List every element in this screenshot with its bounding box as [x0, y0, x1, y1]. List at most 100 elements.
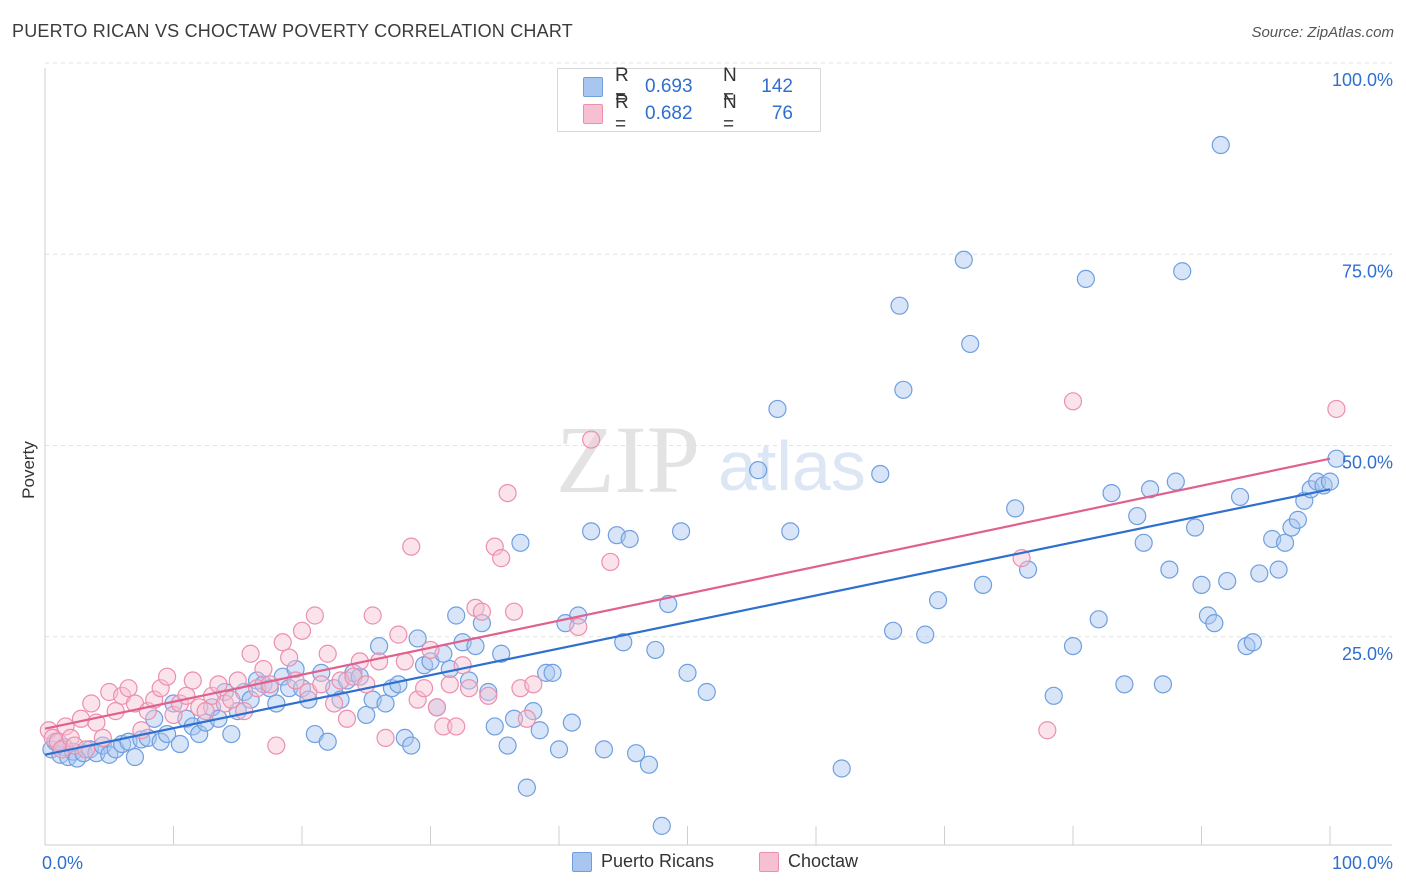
- data-point: [517, 709, 536, 728]
- data-point: [832, 759, 851, 778]
- data-point: [498, 736, 517, 755]
- data-point: [254, 659, 273, 679]
- data-point: [594, 740, 614, 759]
- gridlines: [45, 62, 1392, 638]
- data-point: [1192, 575, 1211, 595]
- data-point: [973, 575, 993, 595]
- bottom-legend-swatch-puerto-ricans: [572, 851, 592, 872]
- data-point: [376, 694, 395, 713]
- correlation-legend: R = 0.693 N = 142 R = 0.682 N = 76: [557, 65, 821, 135]
- data-point: [504, 602, 524, 621]
- data-point: [170, 734, 190, 754]
- data-point: [1018, 560, 1038, 579]
- data-point: [447, 717, 466, 736]
- data-point: [241, 644, 260, 663]
- data-point: [71, 709, 91, 728]
- data-point: [1166, 472, 1185, 491]
- data-point: [582, 522, 601, 541]
- data-point: [517, 778, 536, 797]
- bottom-legend-label: Puerto Ricans: [601, 851, 715, 871]
- data-point: [376, 728, 395, 748]
- data-point: [312, 675, 331, 694]
- data-point: [582, 430, 601, 449]
- data-point: [871, 464, 890, 484]
- watermark-zip: ZIP: [556, 406, 700, 513]
- data-point: [267, 694, 286, 713]
- data-point: [440, 675, 459, 694]
- y-tick-label: 75.0%: [1342, 261, 1393, 281]
- data-point: [954, 250, 973, 269]
- data-point: [402, 736, 421, 755]
- data-point: [459, 671, 479, 690]
- data-point: [414, 679, 434, 698]
- bottom-legend-swatch-choctaw: [759, 851, 779, 872]
- data-point: [1115, 675, 1134, 694]
- data-point: [504, 709, 524, 728]
- data-point: [125, 747, 145, 767]
- watermark: ZIP atlas: [556, 406, 866, 513]
- data-point: [235, 702, 254, 721]
- data-point: [408, 629, 427, 648]
- data-point: [1089, 610, 1108, 629]
- data-point: [492, 549, 511, 568]
- data-point: [479, 686, 498, 705]
- data-point: [1185, 518, 1205, 537]
- data-point: [1160, 560, 1179, 579]
- bottom-legend-choctaw[interactable]: Choctaw: [759, 851, 858, 872]
- axes: [44, 68, 1392, 846]
- data-point: [280, 648, 299, 667]
- trend-line: [44, 457, 1331, 730]
- data-point: [671, 522, 691, 541]
- data-point: [370, 636, 389, 656]
- data-point: [562, 713, 581, 732]
- data-point: [626, 744, 646, 763]
- data-point: [305, 606, 324, 625]
- data-point: [402, 537, 421, 556]
- data-point: [652, 816, 671, 835]
- data-point: [1250, 564, 1269, 583]
- legend-n-key: N =: [723, 92, 737, 135]
- legend-n-value: 76: [771, 103, 793, 124]
- data-point: [749, 461, 768, 480]
- data-point: [1063, 392, 1083, 411]
- data-point: [659, 594, 678, 614]
- data-point: [1102, 484, 1121, 503]
- legend-n-value: 142: [761, 76, 793, 97]
- data-point: [318, 644, 337, 663]
- data-point: [260, 675, 279, 694]
- data-point: [781, 522, 800, 541]
- legend-n-key: N =: [723, 65, 737, 108]
- data-point: [1044, 686, 1063, 705]
- y-tick-labels: 25.0% 50.0% 75.0% 100.0%: [1332, 70, 1393, 664]
- data-point: [241, 690, 260, 709]
- data-point: [196, 702, 215, 721]
- data-point: [157, 667, 177, 686]
- data-point: [1320, 472, 1340, 491]
- x-tick-label-start: 0.0%: [42, 853, 83, 873]
- data-point: [511, 533, 530, 552]
- data-point: [106, 702, 125, 721]
- chart-title: PUERTO RICAN VS CHOCTAW POVERTY CORRELAT…: [12, 21, 573, 41]
- data-point: [190, 724, 209, 744]
- data-point: [357, 705, 376, 725]
- data-point: [543, 663, 562, 682]
- data-point: [453, 656, 472, 675]
- bottom-legend-puerto-ricans[interactable]: Puerto Ricans: [572, 851, 714, 872]
- data-point: [260, 679, 279, 698]
- y-tick-label: 50.0%: [1342, 453, 1393, 473]
- data-point: [524, 675, 543, 694]
- data-point: [1006, 499, 1025, 518]
- legend-r-key: R =: [615, 65, 629, 108]
- data-point: [222, 690, 241, 709]
- data-point: [1140, 480, 1160, 499]
- data-point: [459, 679, 479, 698]
- data-point: [485, 717, 504, 736]
- data-point: [1134, 533, 1153, 552]
- data-point: [614, 633, 633, 652]
- legend-r-value: 0.693: [645, 76, 693, 97]
- legend-swatch-puerto-ricans: [583, 77, 603, 97]
- data-point: [183, 671, 202, 690]
- data-point: [325, 694, 344, 713]
- data-point: [119, 679, 138, 698]
- data-point: [82, 694, 101, 713]
